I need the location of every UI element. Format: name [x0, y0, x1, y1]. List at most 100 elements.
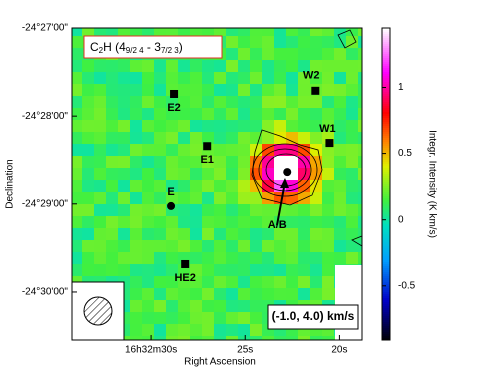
map-pixel: [190, 276, 203, 289]
map-pixel: [214, 312, 227, 325]
map-pixel: [178, 84, 191, 97]
map-pixel: [298, 336, 311, 340]
map-pixel: [250, 144, 263, 157]
map-pixel: [142, 180, 155, 193]
map-pixel: [298, 28, 311, 37]
map-pixel: [130, 120, 143, 133]
colorbar-cell: [382, 160, 390, 163]
colorbar-cell: [382, 82, 390, 85]
map-pixel: [178, 108, 191, 121]
colorbar-cell: [382, 322, 390, 325]
map-pixel: [166, 60, 179, 73]
map-pixel: [142, 312, 155, 325]
map-pixel: [72, 228, 83, 241]
map-pixel: [310, 180, 323, 193]
map-pixel: [346, 108, 359, 121]
map-pixel: [346, 228, 359, 241]
source-marker: [170, 89, 179, 98]
map-pixel: [130, 252, 143, 265]
map-pixel: [142, 216, 155, 229]
map-pixel: [238, 324, 251, 337]
colorbar-cell: [382, 44, 390, 47]
map-pixel: [262, 336, 275, 340]
map-pixel: [130, 276, 143, 289]
map-pixel: [154, 180, 167, 193]
map-pixel: [310, 204, 323, 217]
colorbar-cell: [382, 112, 390, 115]
map-pixel: [130, 60, 143, 73]
map-pixel: [310, 120, 323, 133]
colorbar-cell: [382, 62, 390, 65]
title-part: H (4: [103, 40, 126, 54]
map-pixel: [334, 204, 347, 217]
map-pixel: [250, 120, 263, 133]
map-pixel: [286, 204, 299, 217]
map-pixel: [190, 28, 203, 37]
map-pixel: [298, 156, 311, 169]
colorbar-cell: [382, 78, 390, 81]
map-pixel: [214, 288, 227, 301]
map-pixel: [166, 240, 179, 253]
map-pixel: [298, 216, 311, 229]
title-part: - 3: [144, 40, 162, 54]
map-pixel: [118, 28, 131, 37]
colorbar-cell: [382, 42, 390, 45]
colorbar-cell: [382, 186, 390, 189]
colorbar-cell: [382, 118, 390, 121]
map-pixel: [202, 168, 215, 181]
colorbar-cell: [382, 204, 390, 207]
colorbar-cell: [382, 212, 390, 215]
map-pixel: [262, 204, 275, 217]
map-pixel: [94, 216, 107, 229]
map-pixel: [322, 168, 335, 181]
map-pixel: [286, 108, 299, 121]
map-pixel: [142, 276, 155, 289]
map-pixel: [238, 288, 251, 301]
map-pixel: [238, 108, 251, 121]
colorbar-cell: [382, 126, 390, 129]
map-pixel: [226, 84, 239, 97]
map-pixel: [72, 192, 83, 205]
colorbar-cell: [382, 296, 390, 299]
map-pixel: [154, 276, 167, 289]
map-pixel: [250, 84, 263, 97]
map-pixel: [346, 252, 359, 265]
map-pixel: [298, 60, 311, 73]
map-pixel: [178, 144, 191, 157]
colorbar-cell: [382, 76, 390, 79]
map-pixel: [250, 60, 263, 73]
colorbar-cell: [382, 70, 390, 73]
map-pixel: [142, 120, 155, 133]
map-pixel: [238, 180, 251, 193]
map-pixel: [250, 192, 263, 205]
map-pixel: [310, 156, 323, 169]
map-pixel: [154, 168, 167, 181]
map-pixel: [166, 276, 179, 289]
colorbar-cell: [382, 202, 390, 205]
source-label: E2: [167, 102, 180, 114]
map-pixel: [286, 240, 299, 253]
map-pixel: [106, 240, 119, 253]
map-pixel: [250, 228, 263, 241]
colorbar-cell: [382, 80, 390, 83]
colorbar-cell: [382, 32, 390, 35]
map-pixel: [72, 36, 83, 49]
map-pixel: [190, 228, 203, 241]
colorbar-cell: [382, 150, 390, 153]
map-pixel: [286, 216, 299, 229]
colorbar-cell: [382, 264, 390, 267]
colorbar-cell: [382, 310, 390, 313]
map-pixel: [358, 168, 362, 181]
colorbar-cell: [382, 28, 390, 31]
map-pixel: [262, 96, 275, 109]
map-pixel: [322, 276, 335, 289]
map-pixel: [250, 264, 263, 277]
map-pixel: [118, 204, 131, 217]
colorbar-cell: [382, 304, 390, 307]
colorbar-cell: [382, 138, 390, 141]
map-pixel: [310, 216, 323, 229]
colorbar-cell: [382, 120, 390, 123]
colorbar-cell: [382, 164, 390, 167]
source-marker: [311, 86, 320, 95]
